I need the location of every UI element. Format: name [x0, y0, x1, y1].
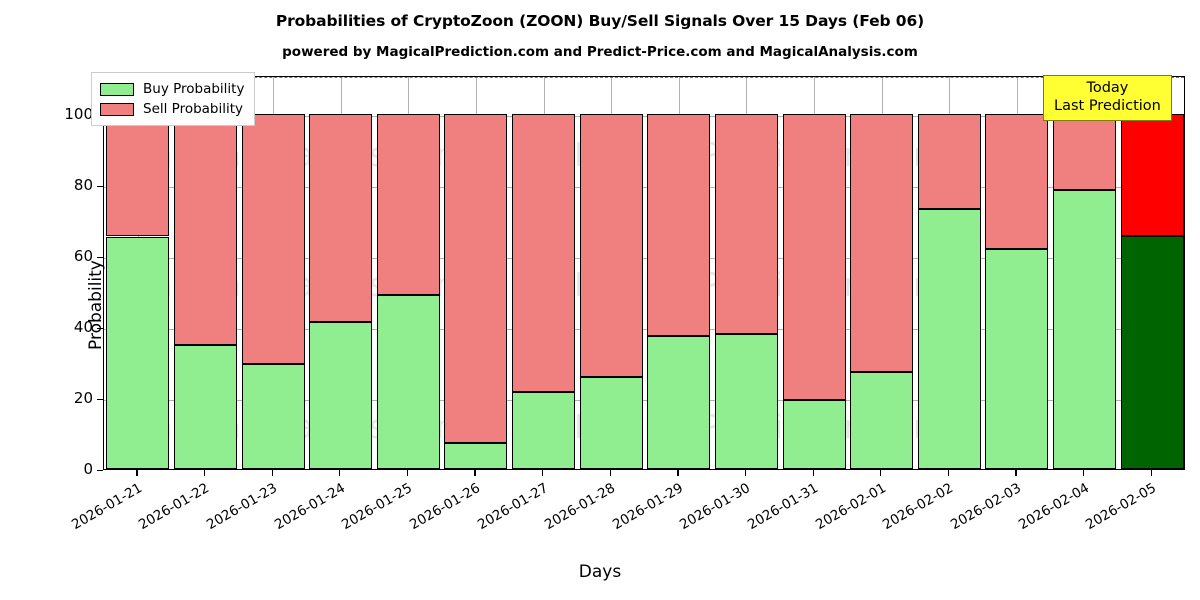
- bar-group[interactable]: [376, 77, 440, 469]
- y-axis-label: Probability: [86, 260, 106, 350]
- bar-segment-buy[interactable]: [106, 236, 170, 469]
- bar-group[interactable]: [106, 77, 170, 469]
- bar-segment-buy[interactable]: [309, 321, 373, 469]
- bar-group[interactable]: [309, 77, 373, 469]
- bar-segment-sell[interactable]: [1053, 114, 1116, 191]
- bar-group[interactable]: [1053, 77, 1116, 469]
- x-axis-tick-mark: [406, 470, 409, 476]
- bar-segment-buy[interactable]: [173, 345, 237, 469]
- bar-segment-sell[interactable]: [647, 114, 711, 336]
- y-axis-tick-label: 100: [64, 105, 93, 124]
- bar-group[interactable]: [1120, 77, 1184, 469]
- legend-swatch-sell: [100, 102, 134, 116]
- bar-segment-sell[interactable]: [917, 114, 981, 209]
- bar-segment-buy[interactable]: [917, 208, 981, 469]
- x-axis-tick-mark: [339, 470, 341, 476]
- bar-segment-buy[interactable]: [1053, 190, 1116, 469]
- gridline-horizontal: [104, 187, 1184, 189]
- gridline-horizontal: [104, 329, 1184, 331]
- x-axis-tick-mark: [947, 470, 950, 476]
- bar-group[interactable]: [714, 77, 778, 469]
- x-axis-tick-mark: [609, 470, 611, 476]
- chart-legend: Buy Probability Sell Probability: [91, 72, 256, 126]
- today-annotation-line2: Last Prediction: [1054, 97, 1161, 114]
- bar-group[interactable]: [512, 77, 575, 469]
- bar-segment-sell[interactable]: [850, 114, 914, 373]
- y-axis-tick-label: 0: [83, 460, 93, 478]
- gridline-horizontal: [104, 400, 1184, 401]
- bar-segment-sell[interactable]: [309, 114, 373, 322]
- y-axis-tick-label: 80: [73, 176, 93, 195]
- legend-label-buy: Buy Probability: [143, 81, 245, 97]
- x-axis-tick-mark: [1015, 470, 1017, 476]
- legend-item-sell[interactable]: Sell Probability: [100, 99, 244, 119]
- x-axis-tick-mark: [474, 470, 476, 476]
- bar-segment-buy[interactable]: [647, 335, 711, 469]
- x-axis-tick-mark: [812, 470, 814, 476]
- x-axis-tick-mark: [1083, 470, 1085, 476]
- bar-segment-buy[interactable]: [782, 399, 846, 469]
- bar-segment-sell[interactable]: [512, 114, 575, 392]
- x-axis-tick-mark: [271, 470, 273, 476]
- y-axis-tick-mark: [97, 327, 103, 329]
- bar-group[interactable]: [647, 77, 711, 469]
- legend-item-buy[interactable]: Buy Probability: [100, 79, 244, 99]
- bar-segment-buy[interactable]: [512, 391, 575, 469]
- bar-group[interactable]: [850, 77, 914, 469]
- y-axis-tick-label: 60: [73, 247, 93, 266]
- bar-segment-buy[interactable]: [714, 334, 778, 469]
- bar-segment-sell[interactable]: [714, 114, 778, 335]
- legend-swatch-buy: [100, 82, 134, 96]
- x-axis-tick-mark: [1150, 470, 1152, 476]
- bar-segment-sell[interactable]: [444, 114, 508, 444]
- bar-group[interactable]: [173, 77, 237, 469]
- y-axis-tick-mark: [97, 398, 103, 400]
- bar-segment-sell[interactable]: [376, 114, 440, 296]
- bar-segment-sell[interactable]: [173, 114, 237, 346]
- x-axis-tick-mark: [880, 470, 882, 476]
- today-annotation: Today Last Prediction: [1043, 75, 1172, 122]
- bar-group[interactable]: [241, 77, 305, 469]
- bar-segment-buy[interactable]: [376, 295, 440, 469]
- bar-segment-sell[interactable]: [1120, 114, 1184, 237]
- page-title: Probabilities of CryptoZoon (ZOON) Buy/S…: [275, 12, 925, 30]
- bar-segment-sell[interactable]: [106, 114, 170, 237]
- limit-dashed-line: [104, 77, 1184, 78]
- bar-segment-buy[interactable]: [579, 376, 643, 469]
- gridline-horizontal: [104, 116, 1184, 118]
- bar-segment-buy[interactable]: [985, 248, 1049, 469]
- bar-group[interactable]: [917, 77, 981, 469]
- x-axis-tick-label: 2026-01-21: [68, 480, 145, 534]
- y-axis-tick-label: 40: [73, 318, 93, 337]
- legend-label-sell: Sell Probability: [143, 101, 244, 117]
- bar-group[interactable]: [782, 77, 846, 469]
- y-axis-tick-mark: [97, 256, 103, 258]
- bar-segment-buy[interactable]: [241, 364, 305, 469]
- x-axis-tick-mark: [203, 470, 206, 476]
- y-axis-tick-label: 20: [73, 389, 93, 407]
- bar-segment-sell[interactable]: [782, 114, 846, 400]
- chart-subtitle: powered by MagicalPrediction.com and Pre…: [282, 44, 918, 60]
- y-axis-tick-mark: [97, 185, 103, 187]
- plot-area: MagicalAnalysis.comMagicalPrediction.com…: [86, 76, 1185, 470]
- today-annotation-line1: Today: [1086, 80, 1129, 96]
- bar-group[interactable]: [444, 77, 508, 469]
- x-axis-label: Days: [578, 562, 622, 582]
- gridline-horizontal: [104, 258, 1184, 260]
- bar-group[interactable]: [985, 77, 1049, 469]
- bar-segment-sell[interactable]: [241, 114, 305, 365]
- bar-group[interactable]: [579, 77, 643, 469]
- y-axis-tick-mark: [97, 469, 103, 471]
- x-axis-tick-mark: [677, 470, 679, 476]
- x-axis-tick-mark: [542, 470, 544, 476]
- bar-segment-buy[interactable]: [1120, 236, 1184, 469]
- bar-segment-buy[interactable]: [850, 372, 914, 469]
- bar-segment-sell[interactable]: [579, 114, 643, 377]
- bar-segment-buy[interactable]: [444, 443, 508, 469]
- x-axis-tick-mark: [136, 470, 138, 476]
- plot-inner: MagicalAnalysis.comMagicalPrediction.com…: [104, 77, 1184, 469]
- x-axis-tick-mark: [744, 470, 747, 476]
- bar-segment-sell[interactable]: [985, 114, 1049, 249]
